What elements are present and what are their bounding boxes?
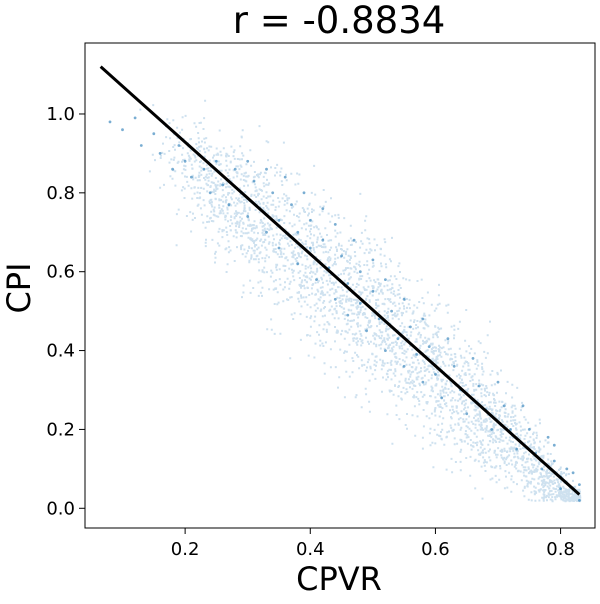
scatter-point	[333, 297, 337, 301]
scatter-point	[496, 380, 500, 384]
scatter-point	[540, 467, 544, 471]
scatter-point	[421, 380, 425, 384]
scatter-point	[502, 404, 506, 408]
scatter-point	[384, 278, 387, 281]
scatter-point	[402, 297, 406, 301]
x-tick-label: 0.8	[546, 539, 575, 560]
scatter-point	[246, 159, 250, 163]
x-tick-label: 0.2	[171, 539, 200, 560]
scatter-point	[321, 238, 325, 242]
scatter-point	[315, 278, 318, 281]
scatter-point	[546, 435, 550, 439]
scatter-point	[227, 203, 231, 207]
scatter-point	[333, 223, 337, 226]
scatter-point	[427, 345, 431, 348]
scatter-point	[358, 301, 362, 305]
scatter-point	[371, 290, 375, 293]
axes: 0.2 0.4 0.6 0.8 0.0 0.2 0.4 0.6 0.8 1.0	[46, 42, 596, 560]
scatter-point	[152, 132, 156, 136]
scatter-point	[465, 412, 469, 416]
scatter-point	[371, 258, 375, 262]
scatter-point	[571, 471, 575, 475]
plot-frame	[84, 42, 596, 529]
scatter-point	[202, 167, 206, 171]
scatter-point	[252, 179, 256, 183]
scatter-point	[477, 384, 481, 388]
scatter-point	[221, 183, 225, 187]
scatter-point	[302, 191, 306, 195]
chart-title: r = -0.8834	[233, 0, 446, 42]
scatter-point	[277, 246, 281, 250]
scatter-point	[308, 246, 312, 250]
scatter-point	[552, 443, 556, 447]
scatter-point	[396, 337, 400, 341]
scatter-point	[265, 167, 268, 171]
scatter-point	[346, 313, 350, 317]
scatter-point	[515, 447, 519, 451]
scatter-point	[177, 144, 181, 147]
scatter-point	[390, 309, 393, 313]
scatter-point	[578, 499, 581, 502]
scatter-point	[321, 207, 325, 211]
scatter-point	[578, 483, 581, 486]
scatter-point	[377, 317, 381, 321]
scatter-point	[121, 128, 124, 132]
scatter-point	[290, 203, 293, 207]
scatter-point	[409, 325, 412, 329]
scatter-point	[452, 364, 456, 368]
scatter-point	[440, 396, 444, 400]
y-tick-label: 0.8	[46, 183, 75, 204]
scatter-point	[233, 167, 237, 171]
scatter-point	[434, 372, 437, 376]
scatter-point	[296, 262, 300, 266]
scatter-point	[277, 219, 281, 222]
scatter-point	[365, 329, 368, 333]
y-tick-label: 0.2	[46, 419, 75, 440]
scatter-point	[133, 116, 137, 120]
y-tick-label: 0.0	[46, 498, 75, 519]
scatter-point	[190, 175, 193, 179]
y-axis-label: CPI	[0, 262, 38, 313]
scatter-point	[340, 254, 343, 258]
scatter-point	[415, 353, 419, 356]
scatter-point	[402, 364, 406, 368]
scatter-point	[421, 317, 425, 321]
scatter-point	[559, 487, 562, 490]
scatter-point	[308, 219, 312, 222]
plot-area	[99, 65, 582, 503]
scatter-point	[283, 175, 287, 179]
scatter-point	[183, 159, 187, 163]
scatter-point	[358, 270, 362, 274]
x-tick-label: 0.4	[296, 539, 325, 560]
y-tick-label: 1.0	[46, 104, 75, 125]
scatter-point	[384, 349, 387, 352]
scatter-point	[527, 428, 531, 431]
scatter-point	[296, 230, 300, 234]
scatter-point	[246, 215, 250, 218]
scatter-point	[265, 230, 268, 234]
scatter-point	[552, 459, 556, 463]
scatter-point	[158, 152, 162, 155]
scatter-point	[171, 167, 175, 171]
scatter-point	[509, 428, 512, 431]
scatter-point	[108, 120, 112, 124]
x-tick-label: 0.6	[421, 539, 450, 560]
scatter-point	[346, 282, 350, 285]
y-tick-label: 0.4	[46, 341, 75, 362]
scatter-point	[215, 159, 218, 163]
scatter-point	[139, 144, 143, 147]
y-tick-label: 0.6	[46, 262, 75, 283]
scatter-point	[271, 191, 275, 195]
scatter-point	[208, 191, 212, 195]
scatter-point	[471, 357, 475, 360]
scatter-point	[521, 404, 525, 408]
scatter-point	[352, 238, 356, 242]
scatter-point	[490, 428, 494, 431]
regression-line	[99, 65, 581, 496]
x-axis-label: CPVR	[296, 560, 382, 598]
scatter-point	[565, 467, 569, 471]
scatter-point	[446, 337, 450, 341]
